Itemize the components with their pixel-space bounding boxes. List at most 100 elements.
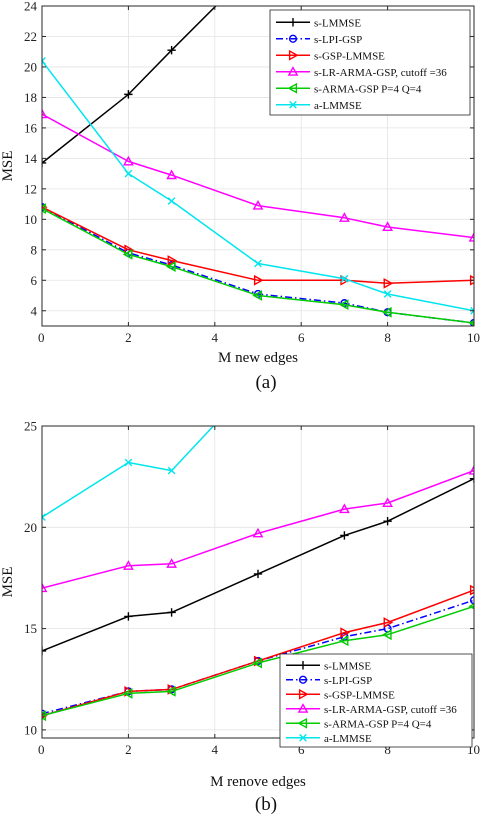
data-point [470, 306, 474, 315]
data-point [123, 155, 134, 166]
legend-label: s-GSP-LMMSE [324, 689, 395, 701]
data-point [124, 612, 133, 621]
data-point [383, 517, 392, 526]
data-point [339, 503, 350, 514]
x-axis-label: M renove edges [210, 774, 306, 790]
data-point [167, 255, 178, 266]
data-point [252, 527, 264, 538]
data-point [338, 299, 349, 311]
data-point [123, 560, 134, 570]
legend-marker [298, 661, 308, 670]
legend-marker [297, 717, 308, 729]
x-tick-label: 6 [298, 330, 305, 345]
data-point [469, 584, 474, 596]
data-point [42, 203, 47, 215]
data-point [122, 248, 133, 260]
legend-label: s-LMMSE [324, 660, 371, 672]
legend-label: a-LMMSE [324, 733, 372, 745]
data-point [165, 261, 176, 272]
data-point [219, 0, 227, 3]
data-point [383, 617, 394, 628]
data-point [42, 710, 47, 722]
data-point [340, 274, 349, 283]
axes-frame [41, 5, 475, 327]
legend-label: s-LR-ARMA-GSP, cutoff =36 [324, 704, 457, 716]
data-point [468, 464, 474, 475]
data-point [340, 531, 349, 540]
x-tick-label: 2 [125, 742, 132, 757]
data-point [42, 646, 47, 656]
y-tick-label: 15 [24, 621, 37, 636]
y-tick-label: 25 [24, 419, 37, 434]
data-point [165, 686, 176, 697]
figure-caption: (b) [255, 794, 277, 815]
x-tick-label: 4 [212, 742, 219, 757]
data-point [469, 596, 474, 605]
data-point [167, 197, 176, 205]
series-group [42, 0, 474, 326]
y-tick-label: 6 [31, 273, 38, 288]
series-line-2 [42, 206, 474, 285]
axes-frame [41, 425, 475, 739]
data-point [166, 169, 177, 180]
y-tick-label: 18 [24, 90, 37, 105]
y-tick-label: 20 [24, 520, 37, 535]
legend: s-LMMSE s-LPI-GSP s-GSP-LMMSE s-LR-ARMA-GSP… [269, 9, 471, 116]
data-point [252, 199, 264, 210]
x-tick-label: 10 [467, 330, 480, 345]
data-point [469, 474, 474, 483]
y-tick-label: 14 [24, 151, 38, 166]
y-tick-label: 4 [31, 303, 38, 318]
x-tick-label: 4 [212, 330, 219, 345]
x-tick-label: 2 [125, 330, 132, 345]
data-point [381, 306, 392, 318]
legend-marker [287, 82, 298, 94]
data-point [253, 274, 264, 286]
legend-label: a-LMMSE [314, 100, 362, 112]
legend-marker [288, 49, 299, 61]
x-axis-label: M new edges [218, 350, 298, 366]
legend-marker [298, 688, 309, 700]
data-point [167, 45, 176, 55]
legend-marker [297, 703, 309, 713]
data-point [167, 466, 176, 475]
legend-box [269, 9, 471, 116]
data-point [42, 158, 47, 168]
y-axis-label: MSE [0, 151, 16, 182]
legend-marker [288, 34, 298, 43]
y-tick-label: 16 [24, 120, 38, 135]
y-tick-label: 22 [24, 29, 37, 44]
y-axis-label: MSE [0, 567, 16, 598]
data-point [42, 57, 46, 65]
series-group [42, 417, 474, 722]
data-point [252, 657, 263, 669]
legend-label: s-LPI-GSP [314, 34, 362, 46]
legend-label: s-LMMSE [314, 17, 361, 29]
legend: s-LMMSE s-LPI-GSP s-GSP-LMMSE s-LR-ARMA-GSP… [279, 653, 473, 748]
y-tick-label: 8 [31, 242, 38, 257]
x-tick-label: 0 [38, 742, 45, 757]
data-point [122, 688, 133, 699]
legend-marker [298, 675, 308, 684]
data-point [382, 497, 393, 508]
legend-label: s-GSP-LMMSE [314, 50, 385, 62]
data-point [381, 629, 392, 641]
legend-marker [288, 18, 298, 27]
y-tick-label: 12 [24, 181, 37, 196]
data-point [254, 259, 262, 268]
data-point [252, 290, 263, 301]
legend-label: s-LR-ARMA-GSP, cutoff =36 [314, 67, 447, 79]
data-point [167, 608, 176, 617]
legend-box [279, 653, 473, 748]
x-tick-label: 0 [38, 330, 45, 345]
data-point [382, 221, 393, 232]
legend-marker [289, 100, 297, 109]
data-point [383, 290, 392, 298]
series-line-3 [42, 113, 474, 239]
y-tick-label: 20 [24, 59, 37, 74]
series-line-5 [42, 426, 215, 518]
data-point [216, 417, 223, 424]
y-tick-label: 10 [24, 722, 37, 737]
